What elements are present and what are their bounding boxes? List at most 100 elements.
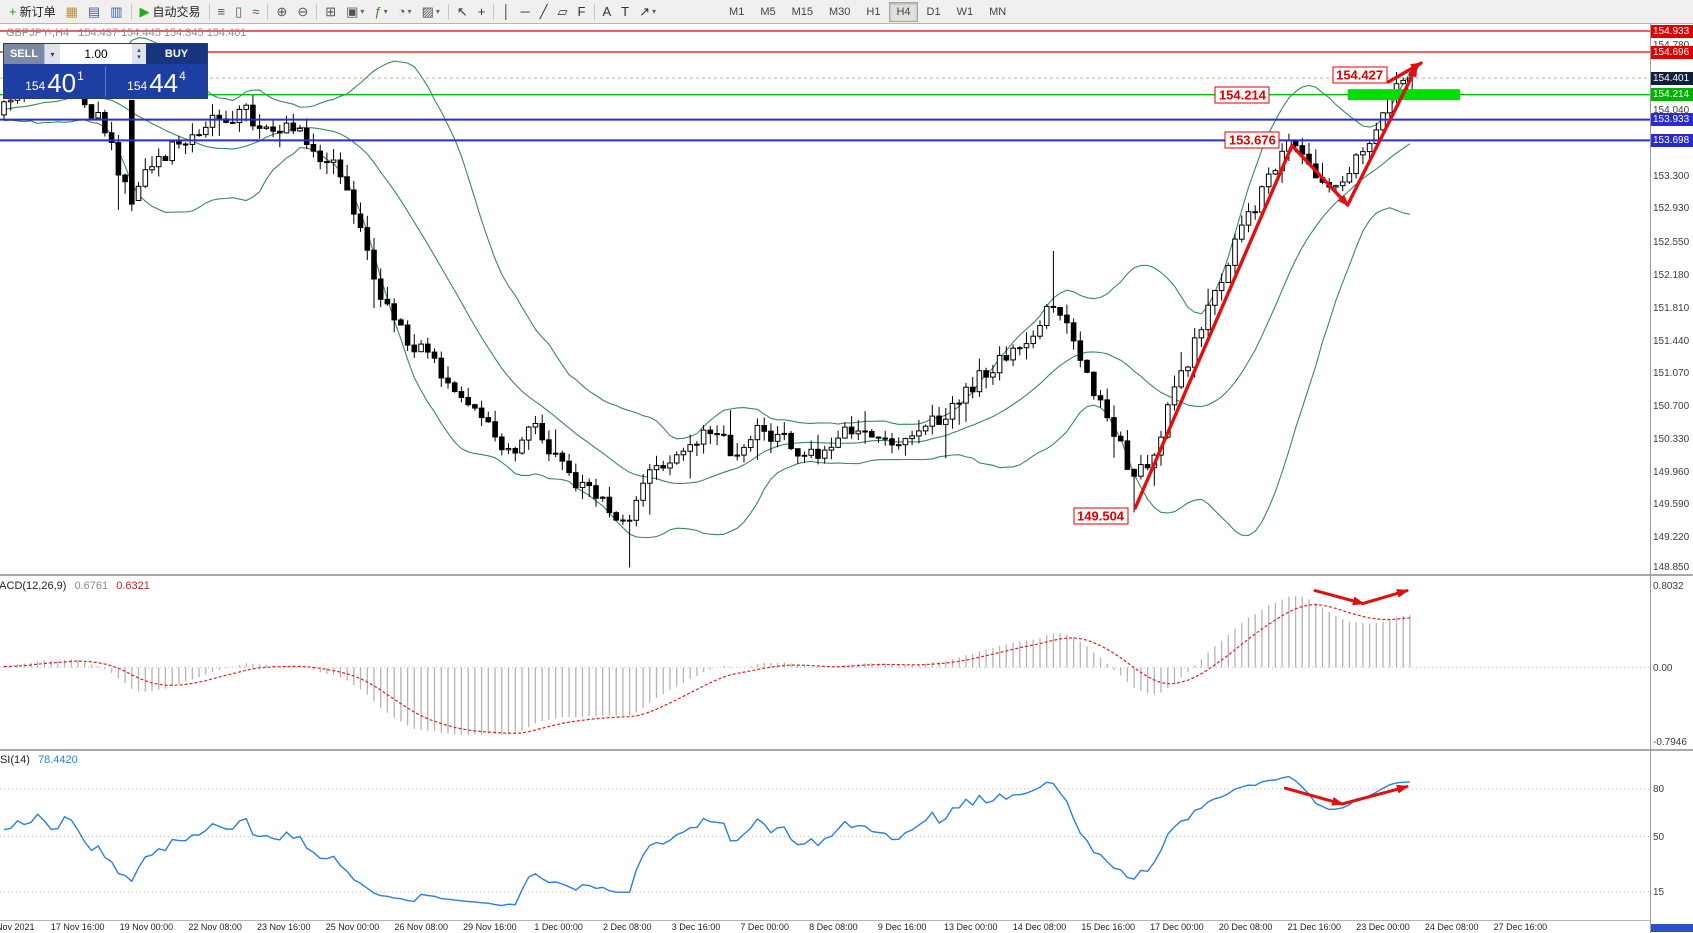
price-tick[interactable]: 149.590 [1653,499,1690,511]
time-axis-label[interactable]: 23 Nov 16:00 [257,922,311,932]
time-axis-label[interactable]: 13 Dec 00:00 [944,922,998,932]
trend-arrow[interactable] [1340,784,1409,806]
dropdown-caret-icon[interactable]: ▾ [435,7,440,16]
time-axis-label[interactable]: 7 Dec 00:00 [740,922,789,932]
time-axis-label[interactable]: 23 Dec 00:00 [1356,922,1410,932]
price-tick[interactable]: 151.440 [1653,335,1690,347]
macd-scale-tick[interactable]: -0.7946 [1653,737,1687,748]
vertical-line-icon[interactable]: │ [497,2,515,22]
horizontal-line-icon[interactable]: ─ [516,2,535,22]
volume-input[interactable]: 1.00 [60,44,132,64]
cascade-windows-icon[interactable]: ▣ ▾ [341,2,369,22]
price-tick[interactable]: 149.220 [1653,532,1690,544]
trendline-icon[interactable]: ╱ [535,2,553,22]
trend-arrow[interactable] [1345,64,1419,207]
price-tick[interactable]: 151.810 [1653,302,1690,314]
market-watch-icon[interactable]: ▥ [105,2,127,22]
macd-scale-tick[interactable]: 0.00 [1653,662,1673,674]
tile-windows-icon[interactable]: ⊞ [320,2,341,22]
timeframe-M15[interactable]: M15 [791,5,814,18]
time-axis-label[interactable]: 21 Dec 16:00 [1287,922,1342,932]
time-axis-label[interactable]: 3 Dec 16:00 [671,922,721,932]
new-order-button[interactable]: + 新订单 [4,2,61,22]
trend-arrow[interactable] [1133,143,1294,510]
price-tick[interactable]: 154.780 [1653,40,1689,51]
panel-separator[interactable] [0,574,1693,576]
price-tick[interactable]: 152.550 [1653,237,1690,249]
text-icon[interactable]: A [598,2,617,22]
charts-icon[interactable]: ▦ [61,2,83,22]
price-annotation-154.214[interactable]: 154.214 [1214,86,1270,104]
time-axis-label[interactable]: 17 Nov 16:00 [50,922,105,932]
price-annotation-153.676[interactable]: 153.676 [1224,131,1280,149]
periods-icon[interactable]: ◔ ▾ [393,2,417,22]
trend-arrow[interactable] [1361,589,1409,605]
price-tick[interactable]: 150.700 [1653,401,1690,413]
price-tick[interactable]: 154.040 [1653,105,1690,117]
timeframe-D1[interactable]: D1 [926,5,941,18]
time-axis-label[interactable]: 19 Nov 00:00 [119,922,174,932]
fibonacci-icon[interactable]: F [573,2,591,22]
dropdown-caret-icon[interactable]: ▾ [407,7,412,16]
trend-arrow[interactable] [1386,61,1423,84]
time-axis-label[interactable]: 1 Dec 00:00 [534,922,583,932]
price-tick[interactable]: 152.930 [1653,203,1690,215]
arrows-icon[interactable]: ↗ ▾ [634,2,661,22]
timeframe-W1[interactable]: W1 [956,5,974,18]
timeframe-M30[interactable]: M30 [829,5,851,18]
time-axis-label[interactable]: 25 Nov 00:00 [325,922,380,932]
timeframe-H4[interactable]: H4 [889,1,918,22]
time-axis-label[interactable]: 16 Nov 2021 [0,922,35,932]
zoom-in-icon[interactable]: ⊕ [271,2,292,22]
time-axis-label[interactable]: 17 Dec 00:00 [1150,922,1204,932]
time-axis-label[interactable]: 22 Nov 08:00 [188,922,242,932]
volume-dropdown[interactable]: ▾ [44,44,60,64]
buy-button[interactable]: BUY [146,44,207,64]
buy-price-button[interactable]: 154 44 4 [106,64,207,100]
dropdown-caret-icon[interactable]: ▾ [383,7,388,16]
trend-arrow[interactable] [1313,589,1365,606]
auto-trading-button[interactable]: ▶ 自动交易 [135,2,206,22]
price-tick[interactable]: 150.330 [1653,433,1690,445]
volume-stepper[interactable]: ▴ ▾ [132,44,146,64]
timeframe-M1[interactable]: M1 [729,5,745,18]
timeframe-H1[interactable]: H1 [866,5,881,18]
volume-step-up-icon[interactable]: ▴ [137,47,141,54]
channel-icon[interactable]: ▱ [553,2,573,22]
templates-icon[interactable]: ▨ ▾ [417,2,445,22]
timeframe-MN[interactable]: MN [989,5,1007,18]
macd-scale-tick[interactable]: 0.8032 [1653,581,1684,593]
dropdown-caret-icon[interactable]: ▾ [360,7,365,16]
time-axis-label[interactable]: 26 Nov 08:00 [394,922,448,932]
price-annotation-154.427[interactable]: 154.427 [1332,66,1388,84]
text-label-icon[interactable]: T [616,2,634,22]
price-tick[interactable]: 153.300 [1653,170,1690,182]
zoom-out-icon[interactable]: ⊖ [292,2,313,22]
time-axis-label[interactable]: 14 Dec 08:00 [1012,922,1067,932]
rsi-level-tick[interactable]: 15 [1653,886,1665,898]
timeframe-M5[interactable]: M5 [760,5,776,18]
time-axis-label[interactable]: 20 Dec 08:00 [1218,922,1273,932]
price-tick[interactable]: 149.960 [1653,466,1690,478]
time-axis-label[interactable]: 27 Dec 16:00 [1493,922,1548,932]
indicators-icon[interactable]: ƒ ▾ [369,2,392,22]
time-axis-label[interactable]: 9 Dec 16:00 [877,922,927,932]
sell-button[interactable]: SELL [4,44,44,64]
time-axis-label[interactable]: 2 Dec 08:00 [603,922,652,932]
sell-price-button[interactable]: 154 40 1 [4,64,105,100]
line-chart-icon[interactable]: ≈ [247,2,264,22]
rsi-level-tick[interactable]: 50 [1653,831,1665,843]
crosshair-icon[interactable]: + [473,2,491,22]
panel-separator[interactable] [0,749,1693,751]
candle-chart-icon[interactable]: ▯ [230,2,247,22]
dropdown-caret-icon[interactable]: ▾ [652,7,657,16]
price-annotation-149.504[interactable]: 149.504 [1073,507,1129,525]
time-axis-label[interactable]: 29 Nov 16:00 [463,922,517,932]
time-axis-label[interactable]: 15 Dec 16:00 [1081,922,1135,932]
volume-step-down-icon[interactable]: ▾ [137,54,141,61]
time-axis-label[interactable]: 8 Dec 08:00 [809,922,858,932]
price-tick[interactable]: 151.070 [1653,368,1690,380]
rsi-level-tick[interactable]: 80 [1653,784,1665,795]
time-axis-label[interactable]: 24 Dec 08:00 [1424,922,1479,932]
